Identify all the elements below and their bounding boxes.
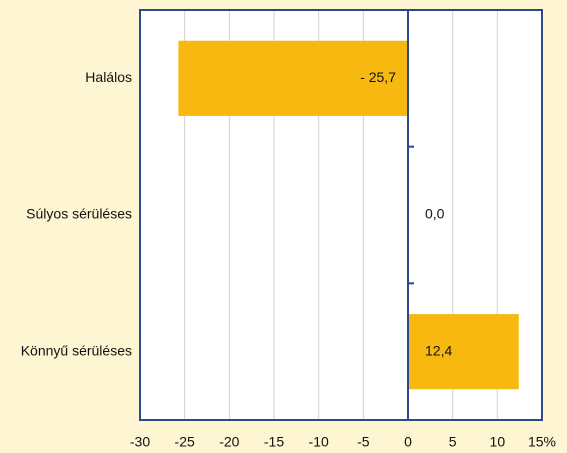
x-tick-label: -5 xyxy=(357,434,370,450)
y-tick-label: Súlyos sérüléses xyxy=(26,206,132,222)
x-tick-label: 10 xyxy=(490,434,506,450)
x-tick-label: -25 xyxy=(175,434,195,450)
bar xyxy=(408,314,519,390)
x-tick-label: -30 xyxy=(130,434,150,450)
x-tick-label: -15 xyxy=(264,434,284,450)
x-tick-label: 5 xyxy=(449,434,457,450)
y-tick-label: Halálos xyxy=(85,69,132,85)
x-tick-label: -20 xyxy=(219,434,239,450)
x-tick-label: 0 xyxy=(404,434,412,450)
value-label: - 25,7 xyxy=(360,69,396,85)
bar xyxy=(178,40,408,116)
plot-border xyxy=(139,9,543,421)
y-tick-label: Könnyű sérüléses xyxy=(21,342,132,358)
value-label: 0,0 xyxy=(425,206,445,222)
x-tick-label: -10 xyxy=(309,434,329,450)
x-tick-label: 15% xyxy=(528,434,556,450)
value-label: 12,4 xyxy=(425,342,452,358)
